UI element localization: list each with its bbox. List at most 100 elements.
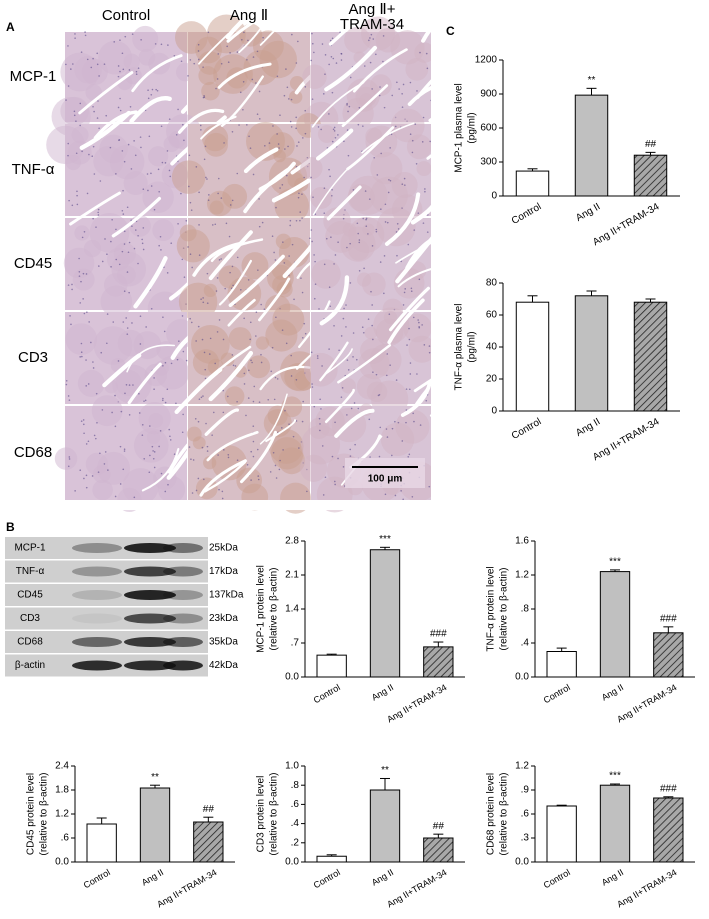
significance: ** — [151, 772, 159, 783]
y-tick-label: 1.6 — [515, 536, 529, 547]
error-bar — [326, 854, 337, 857]
histology-image — [65, 311, 212, 405]
blot-band — [72, 543, 122, 553]
histology-image — [46, 108, 227, 216]
blot-band — [163, 637, 203, 647]
significance: *** — [379, 534, 391, 545]
y-tick-label: 40 — [486, 342, 498, 353]
y-tick-label: 0.0 — [285, 672, 299, 683]
error-bar — [527, 295, 538, 303]
bar — [546, 805, 577, 863]
bar — [316, 855, 347, 863]
histology-image — [176, 217, 330, 322]
significance: ### — [660, 783, 677, 794]
error-bar — [645, 298, 656, 303]
y-tick-label: 1.4 — [285, 604, 299, 615]
blot-protein: CD45 — [17, 590, 43, 601]
y-axis-label: (relative to β-actin) — [269, 568, 280, 651]
bar — [515, 301, 550, 412]
x-tick-label: Ang II — [600, 682, 625, 702]
x-tick-label: Ang II+TRAM-34 — [155, 867, 218, 909]
y-tick-label: 20 — [486, 374, 498, 385]
row-label: CD45 — [14, 255, 52, 272]
x-tick-label: Ang II+TRAM-34 — [591, 201, 662, 248]
blot-protein: CD3 — [20, 613, 40, 624]
error-bar — [380, 777, 390, 790]
blot-size: 137kDa — [209, 590, 244, 601]
error-bar — [586, 87, 597, 96]
blot-size: 25kDa — [209, 543, 238, 554]
bar — [515, 170, 550, 197]
blot-band — [124, 543, 176, 553]
panel-label: A — [6, 20, 15, 34]
x-tick-label: Ang II — [600, 867, 625, 887]
row-label: MCP-1 — [10, 68, 57, 85]
significance: ## — [645, 139, 657, 150]
blot-band — [124, 637, 176, 647]
blot-band — [163, 590, 203, 600]
y-axis-label: TNF-α plasma level — [454, 304, 465, 391]
blot-strip — [5, 607, 208, 630]
y-axis-label: (relative to β-actin) — [269, 773, 280, 856]
y-axis-label: MCP-1 plasma level — [454, 83, 465, 172]
significance: *** — [609, 557, 621, 568]
bar — [574, 94, 609, 197]
y-tick-label: .2 — [291, 837, 300, 848]
error-bar — [527, 168, 538, 172]
row-label: TNF-α — [12, 161, 55, 178]
error-bar — [380, 546, 390, 550]
error-bar — [556, 804, 567, 806]
x-tick-label: Ang II — [370, 682, 395, 702]
histology-image — [171, 75, 348, 224]
histology-image — [54, 367, 223, 513]
y-tick-label: 80 — [486, 278, 498, 289]
y-axis-label: TNF-α protein level — [486, 566, 497, 651]
significance: ### — [430, 629, 447, 640]
y-axis-label: CD3 protein level — [256, 776, 267, 853]
bar — [86, 823, 117, 863]
error-bar — [586, 290, 597, 296]
x-tick-label: Control — [312, 682, 342, 705]
significance: ## — [203, 804, 215, 815]
scale-box — [345, 458, 425, 488]
error-bar — [610, 783, 620, 786]
blot-band — [124, 590, 176, 600]
x-tick-label: Ang II+TRAM-34 — [615, 682, 678, 724]
blot-strip — [5, 537, 208, 559]
histology-image — [300, 81, 465, 226]
bar — [369, 549, 401, 678]
y-tick-label: .4 — [291, 818, 300, 829]
y-tick-label: 2.1 — [285, 570, 299, 581]
x-tick-label: Ang II+TRAM-34 — [385, 682, 448, 724]
y-tick-label: 600 — [480, 123, 497, 134]
x-tick-label: Ang II — [370, 867, 395, 887]
y-tick-label: .7 — [291, 638, 300, 649]
y-tick-label: 60 — [486, 310, 498, 321]
error-bar — [326, 653, 337, 656]
y-axis-label: (pg/ml) — [467, 331, 478, 362]
error-bar — [645, 151, 656, 156]
y-tick-label: 0.0 — [515, 672, 529, 683]
bar — [139, 787, 171, 863]
error-bar — [556, 647, 567, 652]
y-tick-label: .4 — [521, 638, 530, 649]
bar — [653, 797, 684, 863]
blot-band — [124, 613, 176, 624]
blot-band — [72, 590, 122, 600]
blot-band — [163, 613, 203, 624]
y-tick-label: 0.0 — [285, 857, 299, 868]
y-tick-label: .3 — [521, 833, 530, 844]
bar — [423, 837, 454, 863]
histology-image — [174, 0, 338, 123]
blot-size: 42kDa — [209, 660, 238, 671]
blot-band — [124, 566, 176, 577]
y-tick-label: .6 — [61, 833, 70, 844]
significance: *** — [609, 771, 621, 782]
y-tick-label: .9 — [521, 785, 530, 796]
bar — [633, 154, 668, 197]
x-tick-label: Ang II — [140, 867, 165, 887]
blot-protein: MCP-1 — [14, 543, 46, 554]
error-bar — [663, 796, 674, 798]
x-tick-label: Control — [510, 416, 543, 442]
